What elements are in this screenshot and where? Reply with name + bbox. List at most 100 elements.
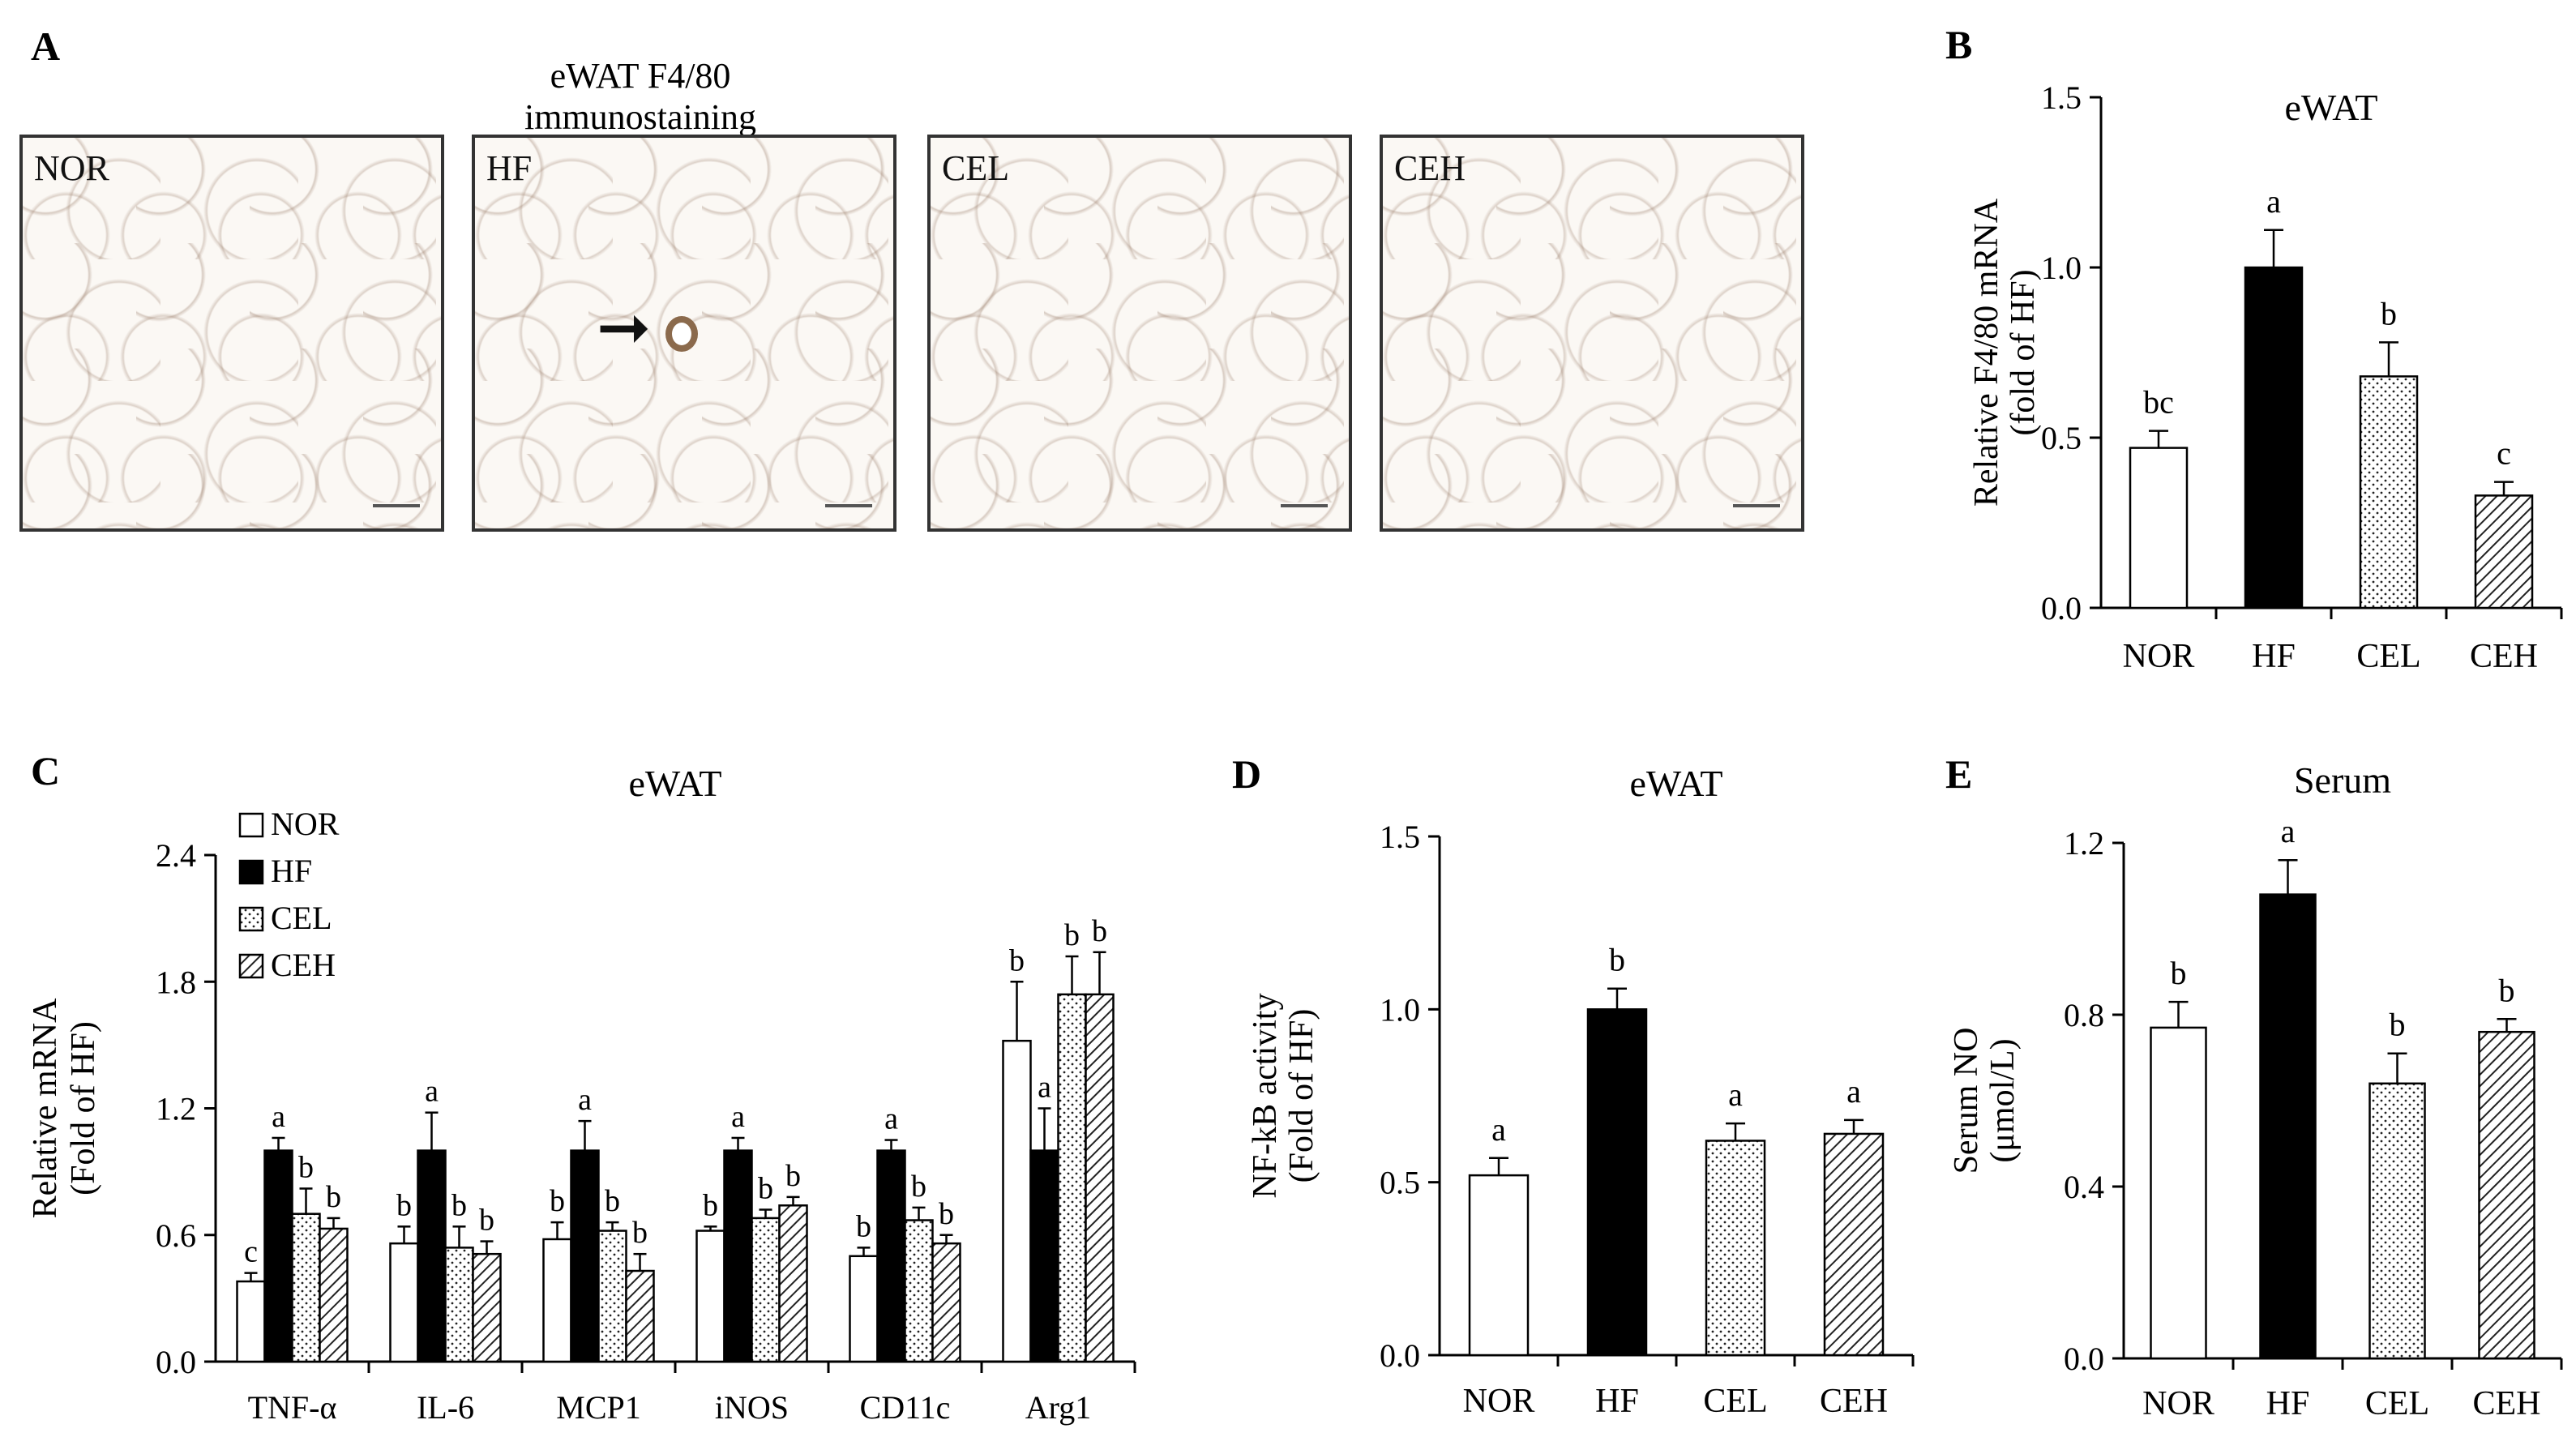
panel-b-x-tick-label: CEH — [2470, 638, 2538, 675]
panel-d-sig-letter: a — [1491, 1111, 1506, 1148]
panel-d-title: eWAT — [1630, 763, 1723, 804]
panel-e-y-tick-label: 0.4 — [2064, 1169, 2104, 1205]
panel-b-sig-letter: a — [2266, 183, 2281, 220]
panel-b-ylabel-2: (fold of HF) — [2005, 269, 2042, 435]
panel-b-y-tick-label: 0.5 — [2041, 420, 2082, 456]
panel-d-x-tick-label: NOR — [1463, 1383, 1535, 1420]
legend-swatch-hf — [238, 859, 264, 885]
micrograph-hf: HF ➞ — [472, 135, 896, 532]
panel-b-y-tick-label: 1.0 — [2041, 250, 2082, 286]
panel-b-title: eWAT — [2285, 87, 2378, 128]
panel-b-letter: B — [1945, 22, 1972, 67]
scale-bar — [1733, 504, 1780, 507]
micrograph-cel: CEL — [927, 135, 1352, 532]
panel-b-sig-letter: b — [2381, 295, 2397, 331]
panel-d-bar-cel — [1705, 1140, 1766, 1357]
panel-e-y-tick-label: 0.0 — [2064, 1341, 2104, 1377]
panel-c-bar-ceh — [319, 1227, 349, 1363]
panel-c-x-tick-label: TNF-α — [248, 1389, 337, 1426]
micrograph-label-cel: CEL — [942, 148, 1010, 188]
panel-c-bar-cel — [751, 1217, 781, 1363]
panel-b-bar-nor — [2129, 447, 2189, 609]
panel-b-ylabel: Relative F4/80 mRNA — [1968, 198, 2005, 507]
panel-b-bar-hf — [2244, 266, 2304, 609]
panel-c-sig-letter: b — [451, 1188, 467, 1222]
arrow-icon: ➞ — [597, 293, 652, 364]
panel-d-sig-letter: a — [1728, 1076, 1743, 1113]
panel-c-bar-hf — [723, 1149, 753, 1363]
panel-d-x-tick-label: HF — [1595, 1383, 1639, 1420]
panel-e-x-tick-label: CEH — [2473, 1385, 2541, 1422]
panel-c-y-tick-label: 2.4 — [156, 837, 196, 874]
panel-c-bar-ceh — [931, 1242, 961, 1363]
panel-d-ylabel: NF-kB activity — [1247, 993, 1284, 1198]
panel-c-sig-letter: a — [731, 1100, 745, 1134]
panel-e-ylabel-2: (μmol/L) — [1984, 1038, 2022, 1162]
panel-c-bar-hf — [876, 1149, 906, 1363]
panel-c-bar-hf — [570, 1149, 600, 1363]
panel-e-x-tick-label: CEL — [2365, 1385, 2429, 1422]
legend-swatch-nor — [238, 812, 264, 838]
panel-c-ylabel-2: (Fold of HF) — [65, 1021, 102, 1195]
stained-cell — [665, 316, 698, 352]
panel-c-x-tick-label: IL-6 — [417, 1389, 474, 1426]
scale-bar — [825, 504, 872, 507]
panel-c-sig-letter: b — [911, 1170, 926, 1204]
panel-d-y-tick-label: 0.5 — [1380, 1165, 1420, 1201]
panel-c-bar-cel — [291, 1212, 321, 1363]
panel-d-ylabel-2: (Fold of HF) — [1283, 1009, 1320, 1183]
panel-c-bar-hf — [417, 1149, 447, 1363]
panel-e-title: Serum — [2294, 759, 2391, 801]
legend-label-nor: NOR — [271, 806, 340, 842]
panel-c-sig-letter: b — [605, 1184, 620, 1218]
panel-c-sig-letter: b — [939, 1197, 954, 1231]
panel-c-y-tick-label: 0.0 — [156, 1344, 196, 1380]
panel-d-sig-letter: b — [1609, 942, 1625, 978]
panel-c-sig-letter: b — [1064, 918, 1080, 952]
micrograph-ceh: CEH — [1380, 135, 1804, 532]
micrograph-label-ceh: CEH — [1394, 148, 1466, 188]
panel-c-sig-letter: c — [244, 1235, 258, 1269]
panel-d-sig-letter: a — [1846, 1073, 1861, 1110]
panel-c-x-tick-label: CD11c — [860, 1389, 951, 1426]
panel-c-sig-letter: b — [856, 1209, 871, 1243]
panel-c-y-tick-label: 1.2 — [156, 1091, 196, 1127]
panel-e-sig-letter: b — [2390, 1007, 2406, 1043]
panel-c-bar-hf — [263, 1149, 293, 1363]
panel-e-bar-ceh — [2478, 1030, 2535, 1360]
panel-e-bar-hf — [2259, 893, 2317, 1360]
panel-c-bar-cel — [597, 1230, 627, 1363]
panel-c-bar-nor — [542, 1238, 572, 1363]
panel-c-sig-letter: b — [298, 1150, 314, 1184]
panel-c-letter: C — [31, 748, 60, 793]
panel-c-sig-letter: a — [578, 1083, 592, 1117]
panel-c-bar-nor — [849, 1255, 879, 1363]
legend-swatch-cel — [238, 906, 264, 932]
panel-c-title: eWAT — [629, 763, 722, 804]
legend-label-ceh: CEH — [271, 947, 336, 983]
panel-b-bar-cel — [2359, 375, 2419, 609]
micrograph-label-nor: NOR — [34, 148, 109, 188]
panel-c-y-tick-label: 0.6 — [156, 1217, 196, 1254]
panel-e-bar-cel — [2368, 1082, 2426, 1360]
panel-e-ylabel: Serum NO — [1948, 1028, 1985, 1174]
panel-d-x-tick-label: CEL — [1703, 1383, 1767, 1420]
panel-c-x-tick-label: iNOS — [715, 1389, 789, 1426]
panel-c-bar-ceh — [625, 1269, 655, 1363]
panel-c-bar-nor — [389, 1242, 419, 1363]
panel-b-x-tick-label: NOR — [2123, 638, 2195, 675]
panel-e-x-tick-label: NOR — [2142, 1385, 2214, 1422]
micrograph-nor: NOR — [19, 135, 444, 532]
panel-c-bar-hf — [1029, 1149, 1059, 1363]
panel-d-bar-hf — [1586, 1008, 1648, 1357]
panel-d-x-tick-label: CEH — [1820, 1383, 1888, 1420]
panel-c-sig-letter: b — [550, 1184, 565, 1218]
panel-c-sig-letter: b — [1009, 943, 1025, 977]
panel-d-y-tick-label: 1.5 — [1380, 819, 1420, 855]
panel-c-bar-nor — [236, 1280, 266, 1363]
panel-c-sig-letter: a — [884, 1102, 898, 1136]
panel-e-sig-letter: a — [2281, 813, 2296, 849]
panel-c-bar-nor — [1002, 1039, 1032, 1363]
